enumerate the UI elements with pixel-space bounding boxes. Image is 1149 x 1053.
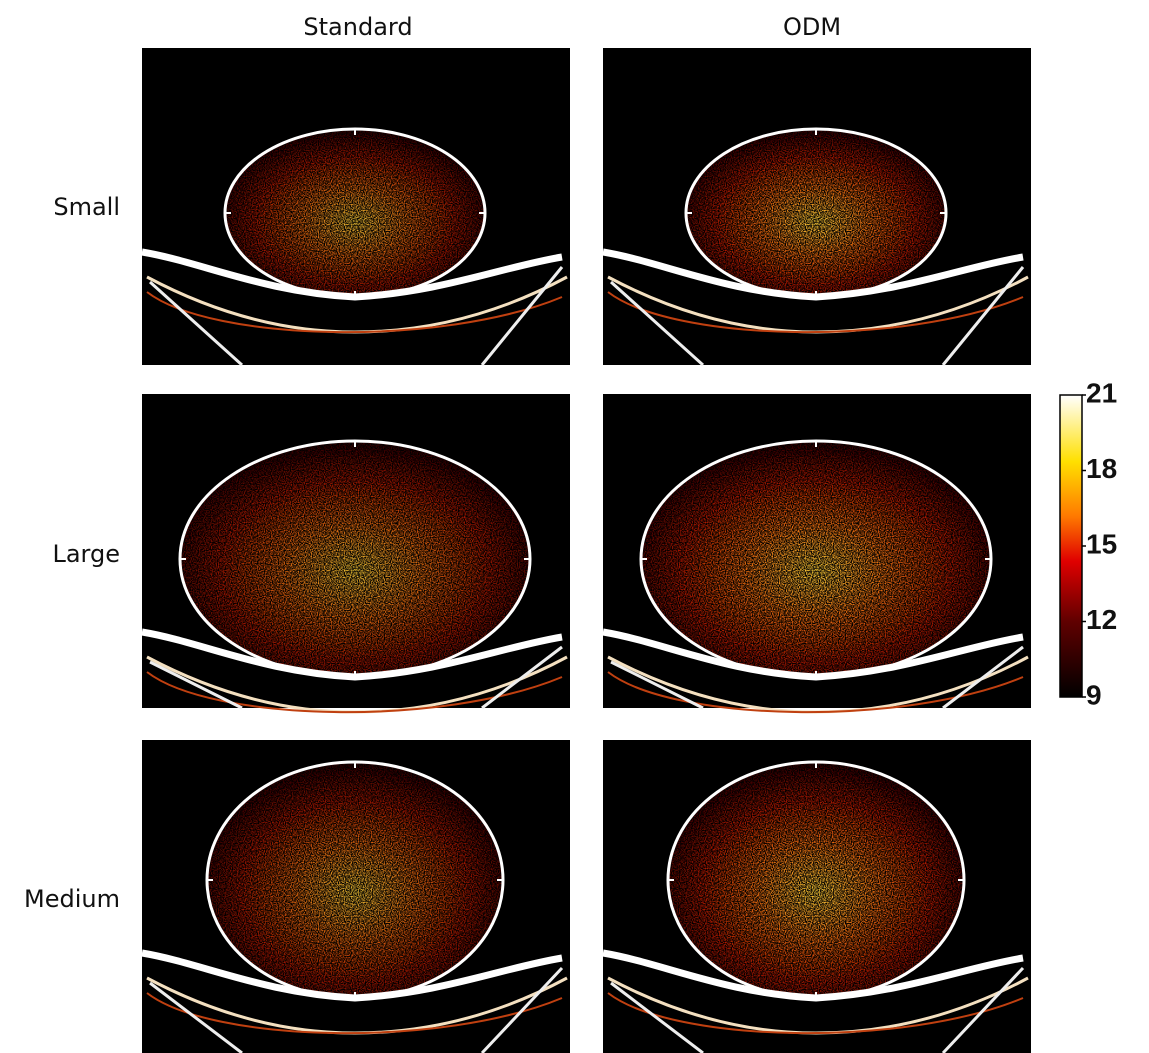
figure: Standard ODM Small Large Medium 9 12 15 18 2… [0,0,1149,1053]
row-label: Medium [24,885,120,913]
ct-image [142,740,570,1053]
ct-image [142,394,570,712]
row-label: Large [52,540,120,568]
colorbar-tick-label: 12 [1086,604,1117,635]
column-label: Standard [303,13,412,41]
colorbar-tick-label: 15 [1086,528,1117,559]
colorbar [1060,395,1082,697]
colorbar-tick-label: 9 [1086,679,1102,710]
ct-image [142,48,570,365]
column-label: ODM [783,13,841,41]
colorbar-tick-label: 21 [1086,377,1117,408]
colorbar-tick-label: 18 [1086,453,1117,484]
ct-image [603,740,1031,1053]
ct-image [603,48,1031,365]
row-label: Small [53,193,120,221]
ct-image [603,394,1031,712]
